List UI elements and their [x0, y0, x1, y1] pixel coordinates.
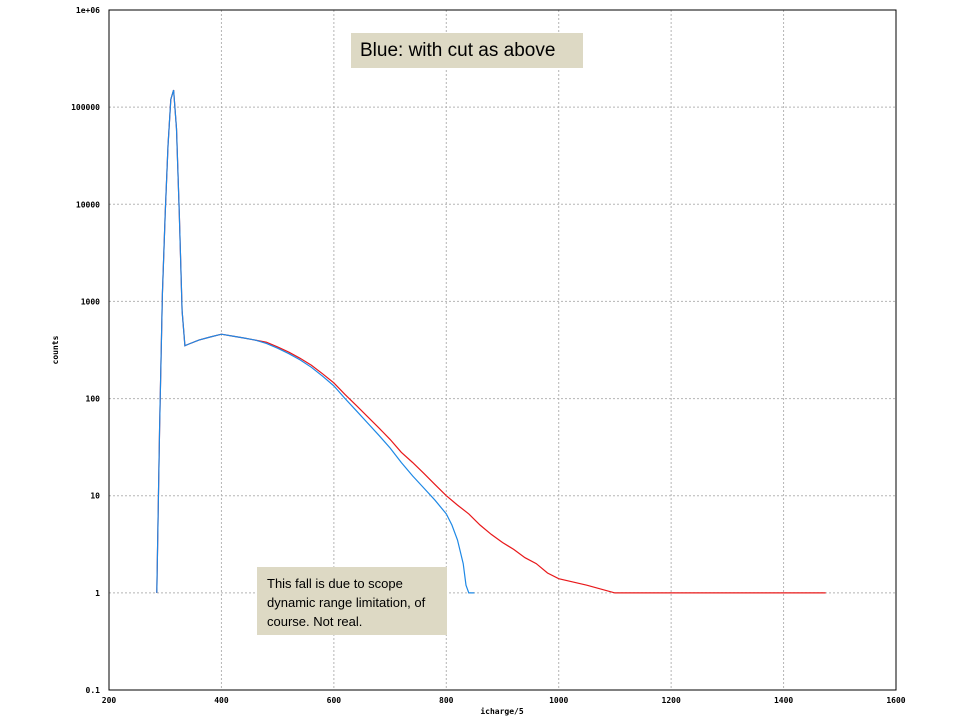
series-group	[156, 89, 826, 594]
x-tick-label: 800	[439, 696, 454, 705]
x-tick-label: 400	[214, 696, 229, 705]
y-axis-title: counts	[51, 335, 60, 364]
plot-frame	[108, 9, 897, 691]
x-axis-title: icharge/5	[480, 706, 524, 716]
series-red-line	[156, 89, 826, 594]
x-tick-label: 1000	[549, 696, 568, 705]
y-tick-label: 10	[90, 492, 100, 501]
legend-annotation: Blue: with cut as above	[351, 33, 583, 68]
y-tick-label: 10000	[76, 200, 100, 209]
fall-annotation: This fall is due to scope dynamic range …	[257, 567, 447, 635]
grid	[109, 10, 896, 690]
y-tick-label: 1000	[81, 297, 100, 306]
y-tick-label: 1e+06	[76, 6, 100, 15]
x-tick-label: 1600	[886, 696, 905, 705]
y-tick-label: 1	[95, 589, 100, 598]
x-tick-label: 1200	[662, 696, 681, 705]
y-tick-label: 0.1	[86, 686, 101, 695]
y-tick-label: 100	[86, 395, 101, 404]
x-tick-label: 600	[327, 696, 342, 705]
x-tick-label: 200	[102, 696, 117, 705]
tick-labels: 200 400 600 800 1000 1200 1400 1600 0.1 1 10 100 100…	[71, 6, 906, 705]
y-tick-label: 100000	[71, 103, 100, 112]
series-blue-line	[156, 89, 475, 594]
x-tick-label: 1400	[774, 696, 793, 705]
